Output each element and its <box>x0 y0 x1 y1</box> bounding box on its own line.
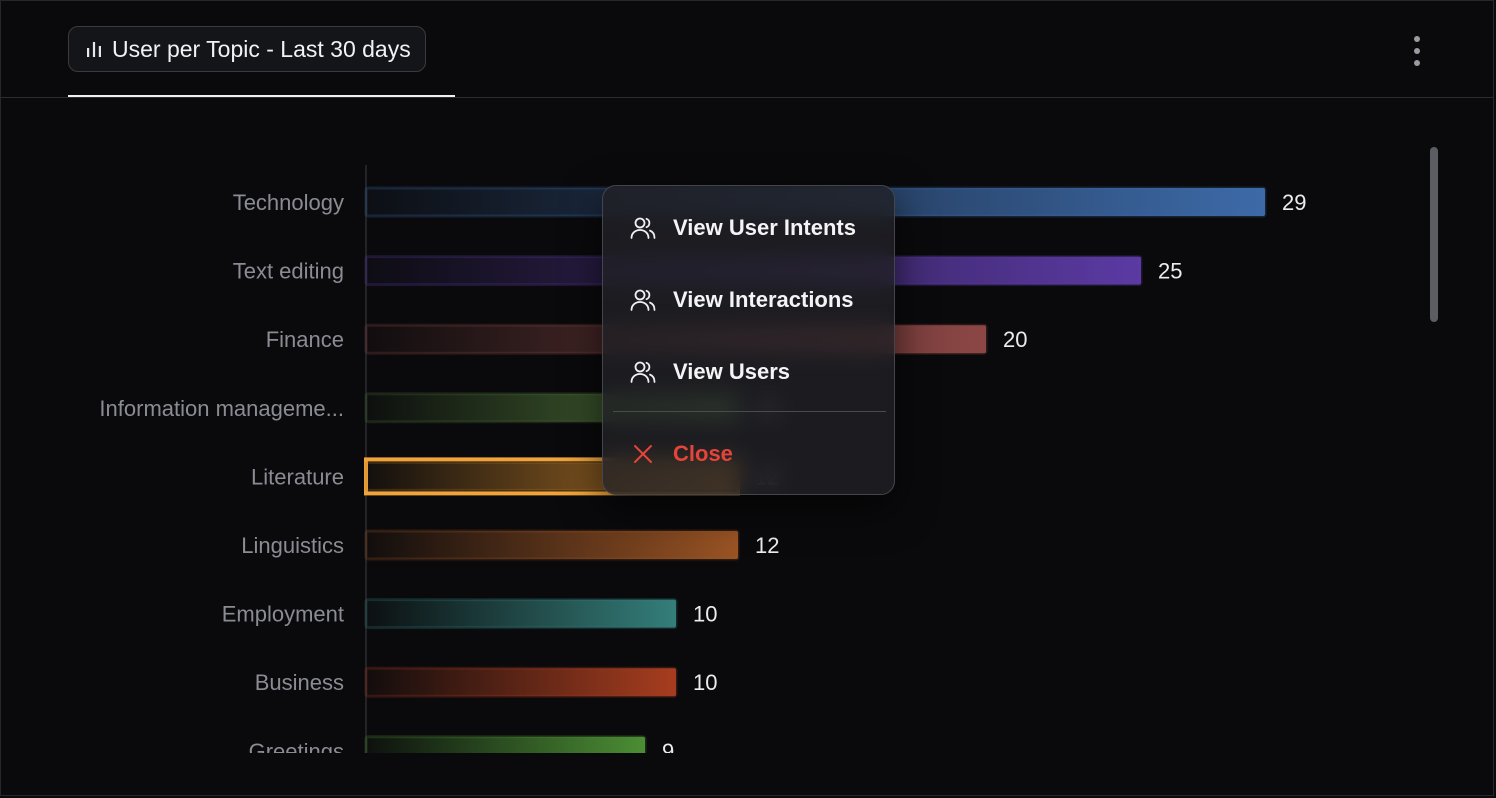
category-label: Employment <box>222 602 344 627</box>
view-users-item[interactable]: View Users <box>613 343 884 401</box>
category-label: Greetings <box>249 739 344 753</box>
bar-chart-icon <box>87 42 101 57</box>
value-label: 12 <box>755 533 779 558</box>
users-icon <box>630 289 656 311</box>
category-label: Text editing <box>233 259 344 284</box>
bar-linguistics[interactable] <box>364 529 740 561</box>
value-label: 25 <box>1158 259 1182 284</box>
close-menu-item[interactable]: Close <box>613 425 884 483</box>
category-label: Business <box>255 670 344 695</box>
category-label: Information manageme... <box>99 396 344 421</box>
chart-scrollbar[interactable] <box>1430 147 1438 322</box>
users-icon <box>630 361 656 383</box>
category-label: Literature <box>251 464 344 489</box>
view-interactions-item[interactable]: View Interactions <box>613 271 884 329</box>
active-tab-indicator <box>68 95 455 97</box>
context-menu: View User Intents View Interactions View… <box>602 185 895 495</box>
value-label: 20 <box>1003 327 1027 352</box>
category-label: Technology <box>233 190 344 215</box>
widget-header: User per Topic - Last 30 days <box>1 1 1493 98</box>
bar-employment[interactable] <box>364 598 678 630</box>
more-vertical-icon[interactable] <box>1399 31 1435 71</box>
bar-greetings[interactable] <box>364 735 647 753</box>
value-label: 29 <box>1282 190 1306 215</box>
menu-item-label: View Interactions <box>673 287 854 312</box>
value-label: 9 <box>662 739 674 753</box>
bar-business[interactable] <box>364 666 678 698</box>
category-label: Linguistics <box>241 533 344 558</box>
category-label: Finance <box>266 327 344 352</box>
view-user-intents-item[interactable]: View User Intents <box>613 199 884 257</box>
close-icon <box>634 445 652 463</box>
value-label: 10 <box>693 670 717 695</box>
close-label: Close <box>673 441 733 466</box>
menu-item-label: View User Intents <box>673 215 856 240</box>
tab-label: User per Topic - Last 30 days <box>112 35 411 62</box>
value-label: 10 <box>693 602 717 627</box>
menu-divider <box>613 411 886 412</box>
users-icon <box>630 217 656 239</box>
menu-item-label: View Users <box>673 359 791 384</box>
tab-user-per-topic[interactable]: User per Topic - Last 30 days <box>68 26 426 72</box>
